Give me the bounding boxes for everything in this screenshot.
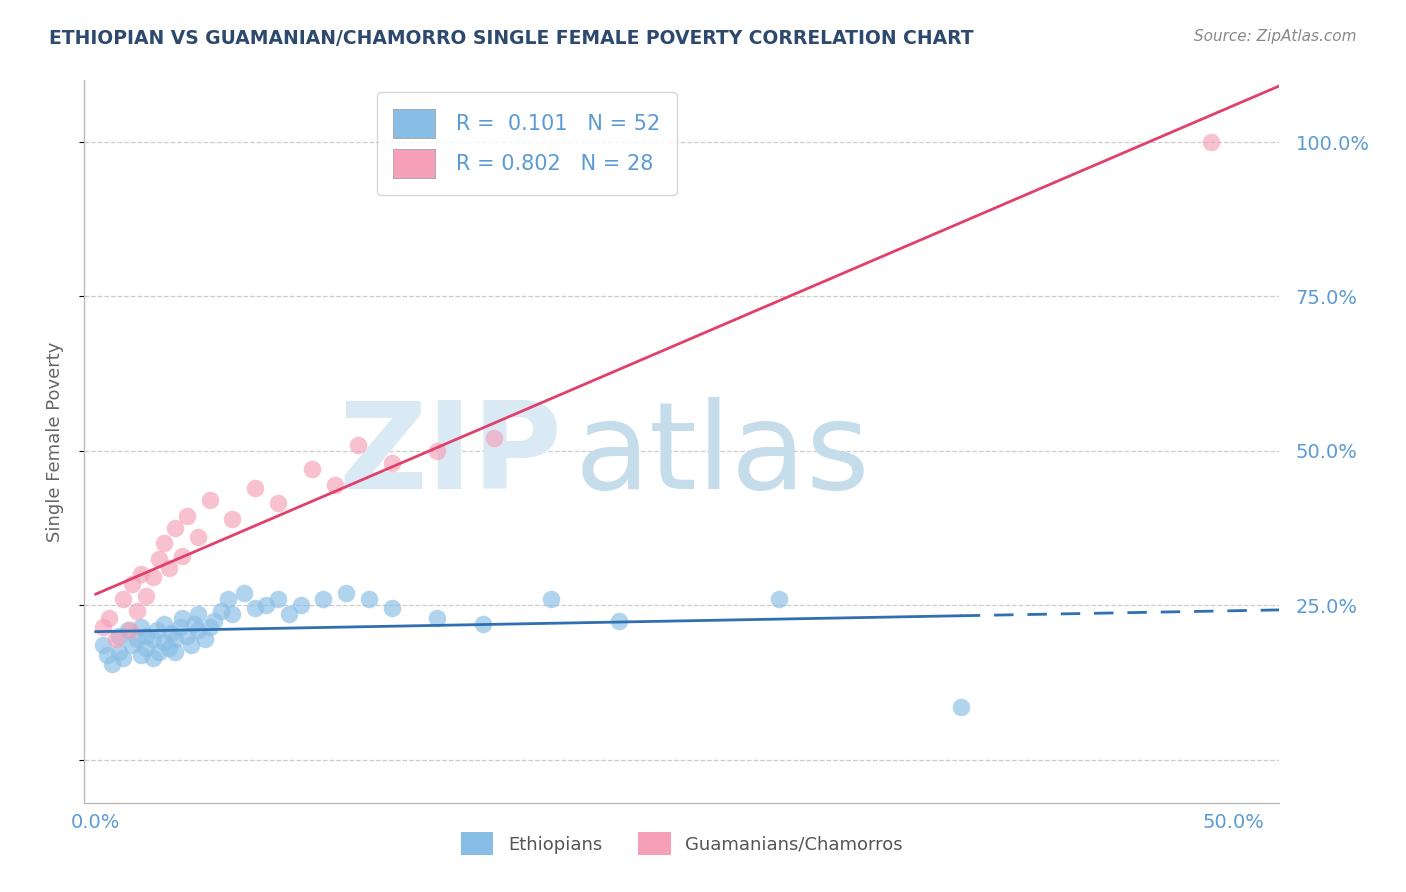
- Point: [125, 604, 148, 618]
- Point: [98, 610, 121, 624]
- Point: [148, 552, 170, 566]
- Point: [165, 644, 187, 658]
- Point: [243, 601, 266, 615]
- Point: [312, 592, 335, 607]
- Point: [142, 650, 165, 665]
- Point: [100, 657, 122, 671]
- Point: [172, 549, 194, 563]
- Point: [183, 616, 205, 631]
- Point: [91, 620, 114, 634]
- Point: [357, 592, 380, 607]
- Point: [129, 620, 152, 634]
- Point: [121, 576, 143, 591]
- Point: [381, 456, 404, 470]
- Point: [121, 638, 143, 652]
- Point: [153, 536, 176, 550]
- Point: [243, 481, 266, 495]
- Point: [221, 607, 243, 622]
- Point: [157, 641, 180, 656]
- Point: [187, 607, 209, 622]
- Point: [256, 598, 278, 612]
- Point: [194, 632, 217, 647]
- Point: [153, 635, 176, 649]
- Point: [232, 586, 254, 600]
- Point: [607, 614, 630, 628]
- Point: [142, 632, 165, 647]
- Point: [135, 629, 157, 643]
- Text: Source: ZipAtlas.com: Source: ZipAtlas.com: [1194, 29, 1357, 44]
- Point: [153, 616, 176, 631]
- Point: [117, 623, 139, 637]
- Point: [91, 638, 114, 652]
- Point: [105, 632, 128, 647]
- Point: [217, 592, 239, 607]
- Point: [148, 644, 170, 658]
- Point: [202, 614, 225, 628]
- Point: [267, 496, 290, 510]
- Point: [471, 616, 494, 631]
- Point: [209, 604, 232, 618]
- Point: [187, 530, 209, 544]
- Point: [142, 570, 165, 584]
- Point: [176, 508, 198, 523]
- Point: [221, 512, 243, 526]
- Point: [125, 632, 148, 647]
- Point: [301, 462, 323, 476]
- Point: [96, 648, 118, 662]
- Point: [180, 638, 202, 652]
- Point: [482, 432, 505, 446]
- Point: [160, 626, 183, 640]
- Point: [118, 623, 141, 637]
- Point: [346, 437, 368, 451]
- Point: [172, 610, 194, 624]
- Point: [107, 644, 129, 658]
- Point: [426, 610, 449, 624]
- Point: [157, 561, 180, 575]
- Point: [165, 521, 187, 535]
- Point: [187, 623, 209, 637]
- Text: ZIP: ZIP: [339, 398, 562, 515]
- Point: [176, 629, 198, 643]
- Point: [112, 592, 135, 607]
- Point: [267, 592, 290, 607]
- Point: [426, 443, 449, 458]
- Point: [135, 641, 157, 656]
- Point: [129, 648, 152, 662]
- Point: [135, 589, 157, 603]
- Legend: Ethiopians, Guamanians/Chamorros: Ethiopians, Guamanians/Chamorros: [454, 825, 910, 863]
- Point: [949, 700, 972, 714]
- Y-axis label: Single Female Poverty: Single Female Poverty: [45, 342, 63, 541]
- Point: [112, 650, 135, 665]
- Point: [381, 601, 404, 615]
- Point: [165, 632, 187, 647]
- Point: [540, 592, 562, 607]
- Point: [107, 629, 129, 643]
- Point: [323, 477, 346, 491]
- Text: atlas: atlas: [575, 398, 870, 515]
- Point: [129, 567, 152, 582]
- Point: [335, 586, 357, 600]
- Point: [1199, 135, 1222, 149]
- Point: [768, 592, 790, 607]
- Point: [278, 607, 301, 622]
- Text: ETHIOPIAN VS GUAMANIAN/CHAMORRO SINGLE FEMALE POVERTY CORRELATION CHART: ETHIOPIAN VS GUAMANIAN/CHAMORRO SINGLE F…: [49, 29, 974, 47]
- Point: [146, 623, 169, 637]
- Point: [169, 620, 191, 634]
- Point: [198, 620, 221, 634]
- Point: [290, 598, 312, 612]
- Point: [198, 493, 221, 508]
